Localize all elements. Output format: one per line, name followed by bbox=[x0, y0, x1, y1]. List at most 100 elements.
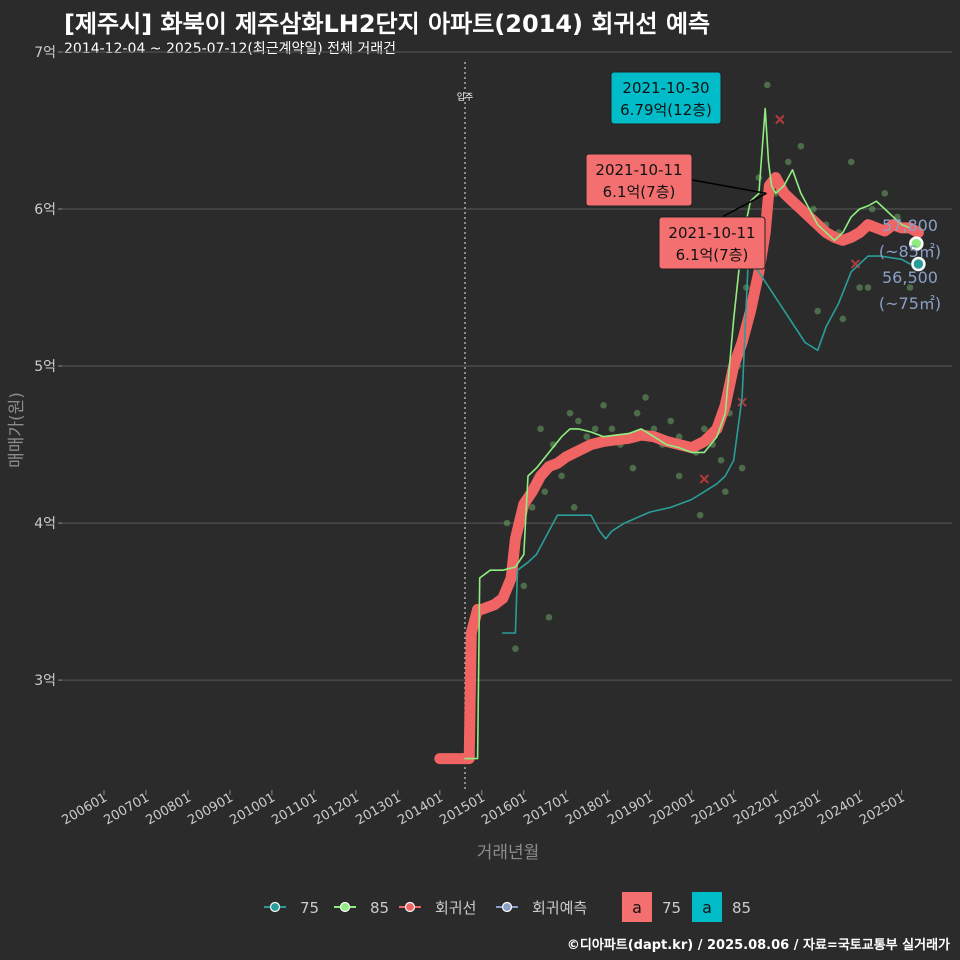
forecast-point bbox=[909, 236, 924, 251]
series-line-regression bbox=[434, 172, 924, 765]
annotation-box bbox=[658, 216, 766, 270]
x-axis-title: 거래년월 bbox=[477, 843, 540, 863]
scatter-point bbox=[810, 205, 817, 213]
scatter-point bbox=[537, 425, 544, 433]
x-tick-label: 201601 bbox=[479, 790, 529, 828]
series-lines bbox=[434, 107, 924, 765]
scatter-point bbox=[847, 158, 855, 166]
scatter-point bbox=[503, 519, 511, 527]
x-axis: 2006012007012008012009012010012011012012… bbox=[59, 790, 908, 828]
scatter-point bbox=[881, 190, 889, 197]
x-tick-label: 202201 bbox=[731, 790, 781, 828]
move-in-marker: 입주 bbox=[457, 62, 474, 790]
scatter-point bbox=[868, 205, 876, 213]
scatter-point bbox=[667, 417, 675, 425]
y-axis-title: 매매가(원) bbox=[7, 392, 27, 468]
scatter-point bbox=[797, 142, 805, 150]
y-axis: 3억 4억 5억 6억 7억 bbox=[34, 45, 62, 689]
annotation-box bbox=[610, 71, 722, 125]
scatter-point bbox=[558, 472, 565, 480]
x-tick-label: 201501 bbox=[437, 790, 487, 828]
legend-key-point bbox=[404, 901, 416, 913]
forecast-value: 56,500 bbox=[882, 268, 938, 287]
annotation-leader bbox=[721, 192, 767, 218]
scatter-point bbox=[906, 284, 914, 291]
scatter-point bbox=[784, 158, 792, 166]
annotation-price: 6.1억(7층) bbox=[676, 246, 749, 264]
scatter-point bbox=[701, 425, 708, 433]
scatter-point bbox=[755, 174, 763, 181]
x-tick-label: 202501 bbox=[857, 790, 907, 828]
scatter-point bbox=[864, 284, 872, 291]
scatter-point bbox=[722, 488, 729, 495]
scatter-point bbox=[763, 81, 771, 89]
y-tick-label: 7억 bbox=[34, 45, 56, 61]
x-tick-label: 202101 bbox=[689, 790, 739, 828]
forecast-value: 57,800 bbox=[882, 216, 938, 235]
move-in-label: 입주 bbox=[457, 91, 474, 103]
legend-label: 회귀예측 bbox=[532, 899, 587, 917]
scatter-point bbox=[512, 645, 519, 652]
scatter-point bbox=[600, 401, 607, 409]
legend-key-glyph: a bbox=[702, 898, 712, 917]
x-tick-label: 201001 bbox=[227, 790, 277, 828]
annotation-box bbox=[585, 153, 693, 207]
legend-key-point bbox=[339, 901, 351, 913]
y-tick-label: 3억 bbox=[34, 673, 56, 689]
scatter-point bbox=[675, 472, 683, 480]
x-tick-label: 200601 bbox=[59, 790, 109, 828]
scatter-point bbox=[575, 417, 582, 425]
forecast-area: (~85㎡) bbox=[879, 242, 941, 261]
scatter-point bbox=[570, 504, 578, 511]
x-tick-label: 202001 bbox=[647, 790, 697, 828]
x-tick-label: 201901 bbox=[605, 790, 655, 828]
annotation-date: 2021-10-11 bbox=[668, 224, 755, 242]
x-tick-label: 201801 bbox=[563, 790, 613, 828]
scatter-point bbox=[528, 504, 536, 511]
annotation-date: 2021-10-30 bbox=[622, 79, 709, 97]
scatter-point bbox=[642, 394, 649, 401]
x-tick-label: 200701 bbox=[101, 790, 151, 828]
x-tick-label: 200801 bbox=[143, 790, 193, 828]
x-tick-label: 201201 bbox=[311, 790, 361, 828]
x-tick-label: 201401 bbox=[395, 790, 445, 828]
scatter-point bbox=[545, 613, 553, 621]
scatter-point bbox=[633, 409, 641, 417]
scatter-point bbox=[696, 511, 704, 519]
scatter-point bbox=[608, 425, 616, 433]
x-tick-label: 201301 bbox=[353, 790, 403, 828]
scatter-point bbox=[566, 409, 574, 417]
annotation-price: 6.1억(7층) bbox=[603, 183, 676, 201]
scatter-point bbox=[856, 284, 863, 291]
annotation-date: 2021-10-11 bbox=[595, 161, 682, 179]
legend-key-box bbox=[622, 892, 652, 922]
scatter-point bbox=[591, 425, 599, 433]
chart-subtitle: 2014-12-04 ~ 2025-07-12(최근계약일) 전체 거래건 bbox=[64, 41, 396, 57]
scatter-point bbox=[650, 425, 658, 433]
x-tick-label: 200901 bbox=[185, 790, 235, 828]
chart-title: [제주시] 화북이 제주삼화LH2단지 아파트(2014) 회귀선 예측 bbox=[64, 10, 711, 38]
legend-key-glyph: a bbox=[632, 898, 642, 917]
scatter-point bbox=[629, 464, 637, 472]
legend-label: 85 bbox=[370, 899, 389, 917]
x-tick-label: 202301 bbox=[773, 790, 823, 828]
scatter-point bbox=[583, 433, 591, 441]
legend-key-box bbox=[692, 892, 722, 922]
legend-label: 회귀선 bbox=[435, 899, 476, 917]
forecast-area: (~75㎡) bbox=[879, 294, 941, 313]
excluded-point bbox=[850, 259, 861, 269]
x-tick-label: 201101 bbox=[269, 790, 319, 828]
scatter-points bbox=[503, 81, 914, 652]
legend-label: 75 bbox=[300, 899, 319, 917]
series-line-85 bbox=[464, 107, 911, 760]
x-tick-label: 202401 bbox=[815, 790, 865, 828]
excluded-point bbox=[699, 474, 710, 484]
x-tick-label: 201701 bbox=[521, 790, 571, 828]
annotation-leader bbox=[691, 179, 767, 195]
annotation-layer: 2021-10-30 6.79억(12층) 2021-10-11 6.1억(7층) 20… bbox=[585, 71, 767, 270]
scatter-point bbox=[738, 464, 746, 472]
excluded-point bbox=[775, 114, 785, 125]
scatter-point bbox=[541, 488, 549, 495]
annotation-price: 6.79억(12층) bbox=[620, 101, 712, 119]
